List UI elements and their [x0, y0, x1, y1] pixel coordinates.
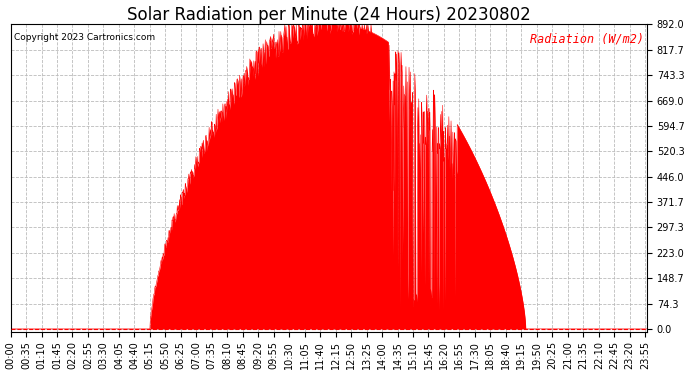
Text: Radiation (W/m2): Radiation (W/m2) [530, 33, 644, 46]
Title: Solar Radiation per Minute (24 Hours) 20230802: Solar Radiation per Minute (24 Hours) 20… [127, 6, 531, 24]
Text: Copyright 2023 Cartronics.com: Copyright 2023 Cartronics.com [14, 33, 155, 42]
